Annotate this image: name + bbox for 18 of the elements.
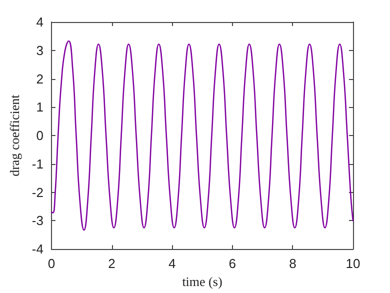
y-tick-label: -3 <box>32 213 44 228</box>
y-tick-label: -2 <box>32 184 44 200</box>
y-axis-title: drag coefficient <box>7 94 22 176</box>
y-tick-label: 3 <box>36 42 44 58</box>
x-tick-label: 10 <box>346 256 360 272</box>
y-tick-label: 1 <box>36 100 44 115</box>
x-tick-label: 6 <box>228 256 236 272</box>
y-tick-label: 2 <box>36 71 44 86</box>
x-axis-title: time (s) <box>182 274 222 289</box>
line-series <box>50 40 354 231</box>
x-tick-label: 0 <box>48 256 56 272</box>
y-tick-label: 0 <box>36 128 44 144</box>
y-tick-label: -4 <box>32 242 44 257</box>
y-tick-label: 4 <box>36 14 44 30</box>
x-tick-label: 4 <box>168 256 176 272</box>
x-tick-label: 2 <box>108 256 116 272</box>
y-tick-label: -1 <box>32 156 44 172</box>
x-tick-label: 8 <box>289 256 296 272</box>
